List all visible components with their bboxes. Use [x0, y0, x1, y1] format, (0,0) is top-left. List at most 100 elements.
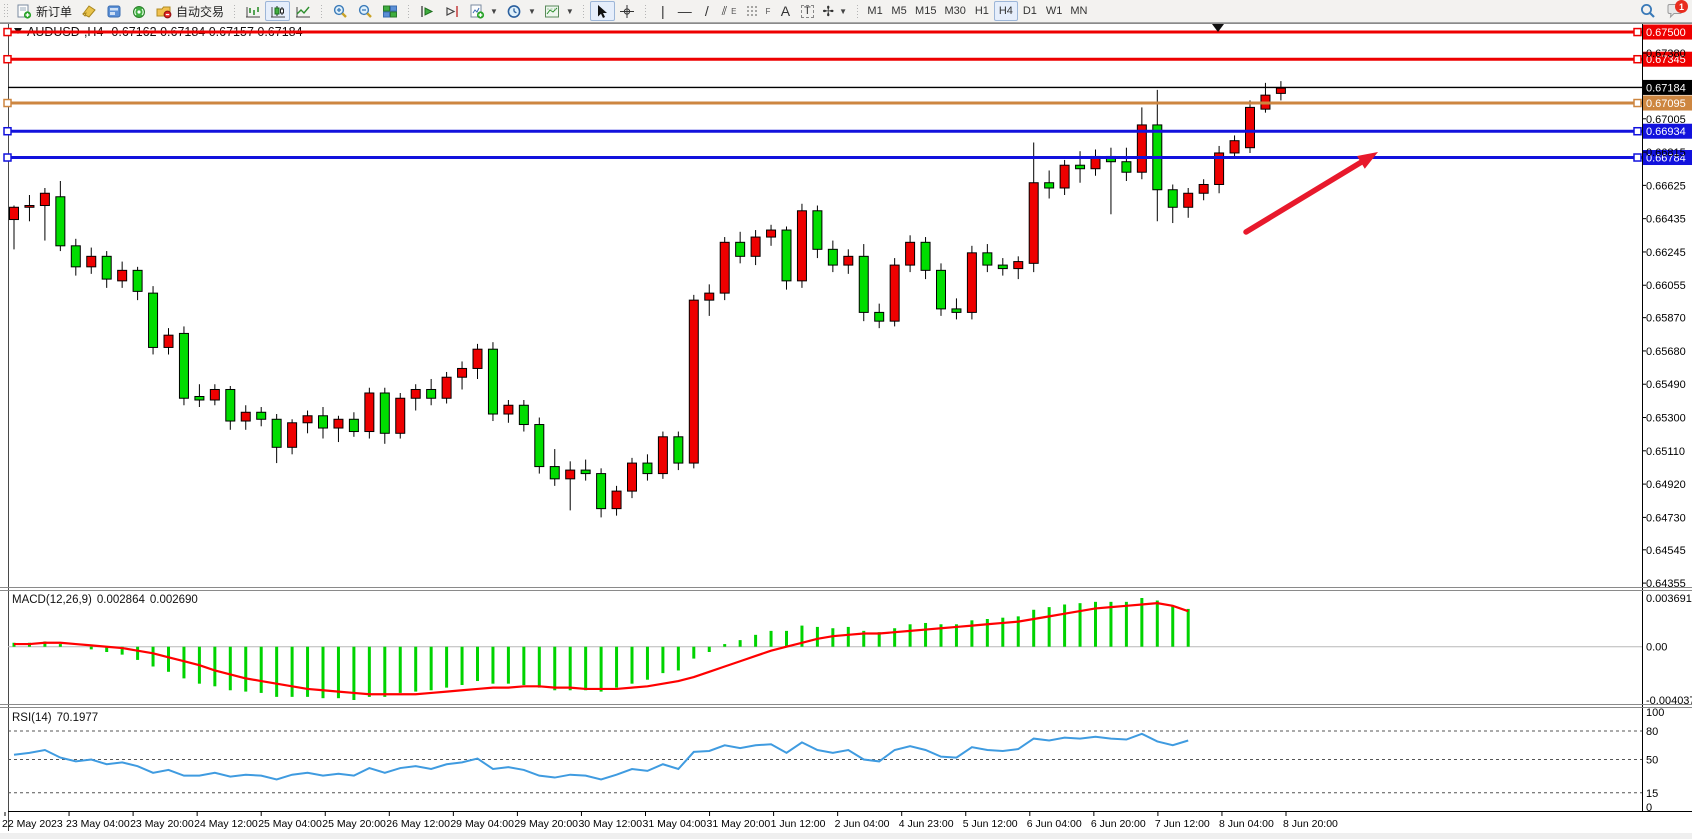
channel-tool-button[interactable]: ⫽ E	[718, 1, 741, 21]
candle-down	[735, 241, 746, 257]
line-anchor-handle[interactable]	[3, 126, 12, 136]
templates-button[interactable]: ▼	[540, 1, 578, 21]
horizontal-line-objects: 0.67500 0.67345 0.67184 0.67095 0.66934 0.667…	[3, 24, 1692, 166]
candle-down	[596, 473, 607, 510]
rsi-axis-label: 0	[1646, 802, 1652, 814]
timeframe-d1-button[interactable]: D1	[1018, 1, 1042, 21]
new-order-button[interactable]: 新订单	[11, 1, 76, 21]
line-anchor-handle[interactable]	[3, 27, 12, 37]
trend-arrow-annotation[interactable]	[1243, 159, 1364, 235]
line-anchor-handle[interactable]	[3, 153, 12, 162]
down-triangle-marker[interactable]	[1212, 24, 1224, 32]
line-anchor-handle[interactable]	[1633, 126, 1642, 136]
candle-down	[997, 264, 1008, 270]
time-axis-label: 5 Jun 12:00	[963, 818, 1018, 830]
price-axis-label: 0.66815	[1646, 147, 1686, 159]
terminal-panel-button[interactable]	[101, 1, 126, 21]
timeframe-h4-button[interactable]: H4	[993, 1, 1018, 21]
timeframe-w1-button[interactable]: W1	[1042, 1, 1067, 21]
price-axis-label: 0.67005	[1646, 114, 1686, 126]
timeframe-h1-button[interactable]: H1	[970, 1, 994, 21]
horizontal-line-tool-button[interactable]: —	[674, 1, 696, 21]
periods-button[interactable]: ▼	[502, 1, 540, 21]
toolbar-grip[interactable]	[3, 3, 8, 19]
line-anchor-handle[interactable]	[1633, 98, 1642, 108]
chat-button[interactable]: 1	[1660, 0, 1690, 21]
candle-up	[503, 404, 514, 415]
time-axis-label: 7 Jun 12:00	[1155, 818, 1210, 830]
candle-up	[1229, 140, 1240, 154]
price-axis-label: 0.65490	[1646, 379, 1686, 391]
price-axis-label: 0.64730	[1646, 512, 1686, 524]
signals-button[interactable]	[126, 1, 151, 21]
zoom-out-button[interactable]	[352, 1, 377, 21]
candle-down	[348, 418, 359, 433]
crosshair-tool-button[interactable]	[615, 1, 640, 21]
candle-down	[936, 269, 946, 310]
autotrading-label: 自动交易	[176, 4, 225, 19]
search-icon	[1639, 3, 1656, 19]
candlestick-series	[9, 81, 1286, 518]
trendline-tool-button[interactable]: /	[696, 1, 718, 21]
candle-up	[1059, 164, 1070, 189]
rsi-line	[13, 732, 1189, 781]
arrows-tool-icon: ✢	[822, 3, 835, 19]
line-anchor-handle[interactable]	[1633, 27, 1642, 37]
candle-up	[843, 255, 854, 266]
time-axis-label: 6 Jun 04:00	[1027, 818, 1082, 830]
metaeditor-button[interactable]	[76, 1, 101, 21]
line-anchor-handle[interactable]	[1633, 54, 1642, 64]
timeframe-m1-button[interactable]: M1	[863, 1, 887, 21]
candlestick-chart-button[interactable]	[265, 1, 291, 21]
time-axis-label: 4 Jun 23:00	[899, 818, 954, 830]
candle-down	[642, 462, 653, 475]
chart-shift-button[interactable]	[439, 1, 464, 21]
rsi-panel-series	[8, 730, 1642, 794]
tile-windows-button[interactable]	[377, 1, 402, 21]
toolbar-separator	[231, 2, 238, 20]
line-chart-icon	[294, 3, 311, 19]
templates-caret-icon: ▼	[565, 6, 574, 16]
candle-down	[101, 255, 112, 280]
text-tool-button[interactable]: A	[774, 1, 796, 21]
arrows-tool-button[interactable]: ✢ ▼	[818, 1, 851, 21]
candle-down	[812, 210, 823, 250]
line-anchor-handle[interactable]	[3, 98, 12, 108]
rsi-axis-label: 15	[1646, 788, 1658, 800]
indicators-button[interactable]: ▼	[464, 1, 502, 21]
timeframe-m15-button[interactable]: M15	[911, 1, 940, 21]
time-axis-label: 31 May 04:00	[643, 818, 707, 830]
timeframe-mn-button[interactable]: MN	[1066, 1, 1091, 21]
candle-up	[24, 205, 35, 208]
time-axis-label: 25 May 04:00	[258, 818, 322, 830]
candle-down	[534, 424, 545, 468]
zoom-in-button[interactable]	[327, 1, 352, 21]
text-label-tool-button[interactable]: T	[796, 1, 818, 21]
zoom-in-icon	[331, 3, 348, 19]
candle-up	[287, 422, 298, 448]
line-anchor-handle[interactable]	[1633, 153, 1642, 162]
candle-up	[86, 255, 97, 268]
auto-scroll-icon	[418, 3, 435, 19]
terminal-panel-icon	[105, 3, 122, 19]
toolbar-separator	[405, 2, 412, 20]
auto-scroll-button[interactable]	[414, 1, 439, 21]
timeframe-m5-button[interactable]: M5	[887, 1, 911, 21]
autotrading-button[interactable]: 自动交易	[151, 1, 228, 21]
line-chart-button[interactable]	[290, 1, 315, 21]
candle-down	[132, 269, 143, 292]
cursor-tool-button[interactable]	[589, 1, 615, 21]
line-anchor-handle[interactable]	[3, 54, 12, 64]
candle-down	[982, 252, 993, 266]
vertical-line-tool-button[interactable]: |	[652, 1, 674, 21]
candle-up	[1198, 183, 1209, 194]
timeframe-m30-button[interactable]: M30	[940, 1, 969, 21]
candle-up	[39, 192, 50, 207]
fibonacci-tool-button[interactable]: F	[741, 1, 775, 21]
bar-chart-button[interactable]	[240, 1, 265, 21]
candle-down	[549, 466, 560, 480]
search-button[interactable]	[1635, 1, 1660, 21]
channel-icon: ⫽	[721, 4, 728, 18]
price-badge-label: 0.66784	[1646, 153, 1686, 165]
candle-up	[627, 462, 637, 492]
